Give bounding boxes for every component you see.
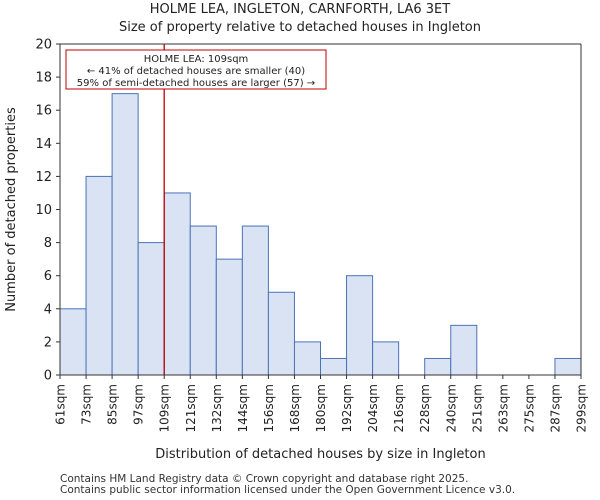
bar-144sqm xyxy=(241,225,269,376)
bar-132sqm xyxy=(215,258,243,376)
annotation-box xyxy=(65,49,327,90)
y-tick-label: 4 xyxy=(44,302,52,317)
x-tick-label: 97sqm xyxy=(132,384,146,425)
bar-61sqm xyxy=(59,308,87,376)
bar-121sqm xyxy=(189,225,217,376)
y-ticks: 0 2 4 6 8 10 12 14 16 18 20 xyxy=(35,38,60,384)
x-tick-label: 121sqm xyxy=(184,384,198,432)
x-tick-label: 180sqm xyxy=(314,384,328,432)
x-tick-label: 132sqm xyxy=(210,384,224,432)
x-axis-label: Distribution of detached houses by size … xyxy=(155,447,485,462)
y-tick-label: 0 xyxy=(44,369,52,384)
x-tick-label: 85sqm xyxy=(106,384,120,425)
bars-layer xyxy=(59,93,582,376)
x-tick-label: 251sqm xyxy=(470,384,484,432)
annotation-line-3: 59% of semi-detached houses are larger (… xyxy=(77,78,315,89)
x-tick-label: 192sqm xyxy=(340,384,354,432)
y-axis-label: Number of detached properties xyxy=(4,107,19,312)
y-tick-label: 16 xyxy=(35,104,52,119)
x-tick-label: 263sqm xyxy=(496,384,510,432)
bar-228sqm xyxy=(424,357,452,376)
chart-subtitle: Size of property relative to detached ho… xyxy=(118,20,481,35)
y-tick-label: 14 xyxy=(35,137,52,152)
x-tick-label: 61sqm xyxy=(54,384,68,425)
y-tick-label: 12 xyxy=(35,170,52,185)
x-tick-label: 287sqm xyxy=(548,384,562,432)
x-tick-label: 228sqm xyxy=(418,384,432,432)
bar-168sqm xyxy=(293,341,322,376)
x-tick-label: 168sqm xyxy=(288,384,302,432)
bar-85sqm xyxy=(111,93,139,376)
chart-title: HOLME LEA, INGLETON, CARNFORTH, LA6 3ET xyxy=(149,2,451,17)
x-tick-label: 109sqm xyxy=(158,384,172,432)
x-tick-label: 240sqm xyxy=(444,384,458,432)
x-tick-label: 216sqm xyxy=(392,384,406,432)
bar-287sqm xyxy=(554,357,582,376)
bar-97sqm xyxy=(137,242,165,376)
annotation-line-1: HOLME LEA: 109sqm xyxy=(144,54,249,65)
y-tick-label: 18 xyxy=(35,71,52,86)
bar-73sqm xyxy=(85,175,113,376)
y-tick-label: 2 xyxy=(44,335,52,350)
x-tick-label: 144sqm xyxy=(236,384,250,432)
annotation-line-2: ← 41% of detached houses are smaller (40… xyxy=(87,66,305,77)
footer-copyright: Contains HM Land Registry data © Crown c… xyxy=(60,473,469,485)
bar-192sqm xyxy=(346,275,374,376)
bar-240sqm xyxy=(450,324,478,376)
x-tick-label: 73sqm xyxy=(80,384,94,425)
footer-licence: Contains public sector information licen… xyxy=(60,484,516,496)
y-tick-label: 6 xyxy=(44,269,52,284)
x-ticks: 61sqm 73sqm 85sqm 97sqm 109sqm 121sqm 132sqm 14… xyxy=(54,375,589,432)
bar-204sqm xyxy=(372,341,400,376)
y-tick-label: 8 xyxy=(44,236,52,251)
x-tick-label: 204sqm xyxy=(366,384,380,432)
x-tick-label: 156sqm xyxy=(262,384,276,432)
y-tick-label: 10 xyxy=(35,203,52,218)
x-tick-label: 275sqm xyxy=(522,384,536,432)
bar-156sqm xyxy=(267,291,295,376)
x-tick-label: 299sqm xyxy=(575,384,589,432)
y-tick-label: 20 xyxy=(35,38,52,53)
bar-180sqm xyxy=(320,357,348,376)
bar-109sqm xyxy=(163,192,191,376)
